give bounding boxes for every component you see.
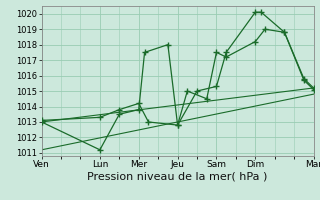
X-axis label: Pression niveau de la mer( hPa ): Pression niveau de la mer( hPa ) [87,172,268,182]
